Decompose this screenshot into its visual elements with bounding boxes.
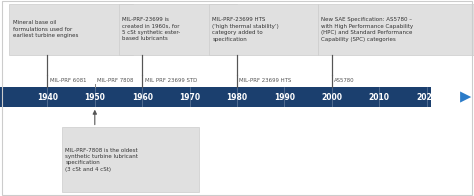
Text: 2020: 2020 (416, 93, 437, 102)
FancyBboxPatch shape (62, 127, 199, 192)
Text: 2010: 2010 (369, 93, 390, 102)
Text: AS5780: AS5780 (334, 78, 355, 83)
FancyBboxPatch shape (318, 4, 474, 55)
Text: MIL-PRF-23699 HTS
(‘high thermal stability’)
category added to
specification: MIL-PRF-23699 HTS (‘high thermal stabili… (212, 17, 279, 42)
FancyBboxPatch shape (9, 4, 133, 55)
Text: MIL-PRF 6081: MIL-PRF 6081 (50, 78, 86, 83)
Text: 1960: 1960 (132, 93, 153, 102)
Text: MIL PRF 23699 STD: MIL PRF 23699 STD (145, 78, 197, 83)
Text: 1990: 1990 (274, 93, 295, 102)
FancyBboxPatch shape (118, 4, 237, 55)
Text: Mineral base oil
formulations used for
earliest turbine engines: Mineral base oil formulations used for e… (13, 21, 79, 38)
FancyBboxPatch shape (209, 4, 318, 55)
Text: MIL-PRF-7808 is the oldest
synthetic turbine lubricant
specification
(3 cSt and : MIL-PRF-7808 is the oldest synthetic tur… (65, 148, 138, 172)
Text: MIL-PRF-23699 is
created in 1960s, for
5 cSt synthetic ester-
based lubricants: MIL-PRF-23699 is created in 1960s, for 5… (122, 17, 181, 42)
Text: 1970: 1970 (179, 93, 200, 102)
Text: 1940: 1940 (37, 93, 58, 102)
Text: New SAE Specification: AS5780 –
with High Performance Capability
(HPC) and Stand: New SAE Specification: AS5780 – with Hig… (321, 17, 413, 42)
Text: MIL-PRF 7808: MIL-PRF 7808 (97, 78, 134, 83)
Text: 1950: 1950 (84, 93, 105, 102)
Bar (0, 87, 431, 107)
Text: MIL-PRF 23699 HTS: MIL-PRF 23699 HTS (239, 78, 292, 83)
Text: 1980: 1980 (227, 93, 247, 102)
Text: 2000: 2000 (321, 93, 342, 102)
